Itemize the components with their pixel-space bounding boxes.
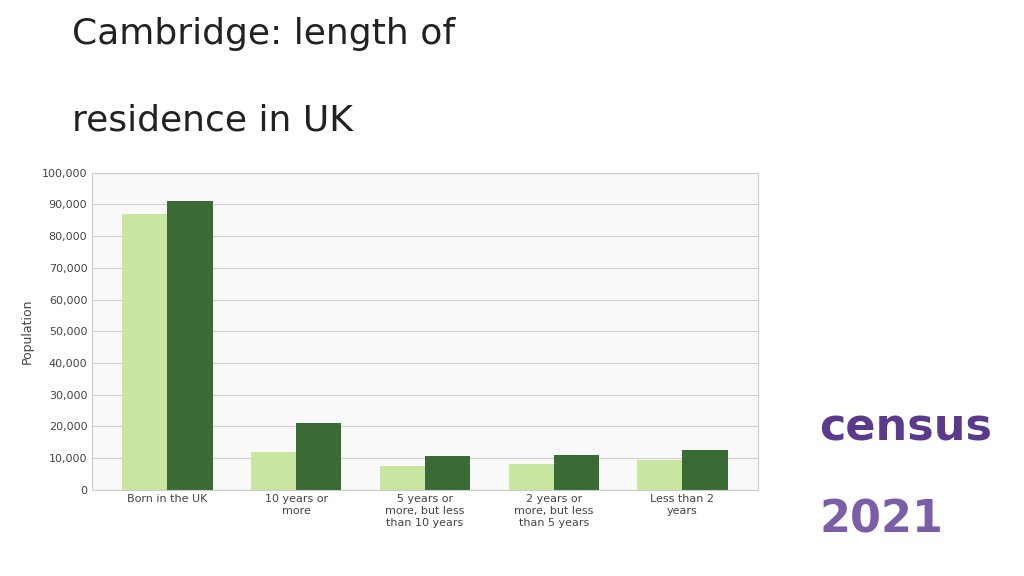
Text: 2021: 2021 (819, 498, 943, 541)
Text: residence in UK: residence in UK (72, 104, 352, 138)
Bar (682, 450, 727, 490)
Bar (251, 452, 296, 490)
Bar (509, 464, 554, 490)
Bar (554, 455, 599, 490)
Text: Cambridge: length of: Cambridge: length of (72, 17, 455, 51)
Text: census: census (819, 406, 992, 449)
Bar (123, 214, 168, 490)
Bar (380, 466, 425, 490)
Bar (637, 460, 682, 490)
Y-axis label: Population: Population (20, 298, 34, 364)
Bar (425, 456, 470, 490)
Bar (296, 423, 341, 490)
Bar (168, 201, 213, 490)
